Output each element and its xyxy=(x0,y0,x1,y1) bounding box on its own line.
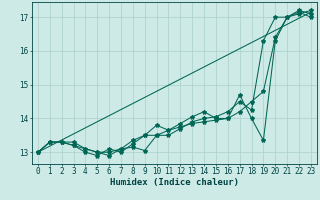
X-axis label: Humidex (Indice chaleur): Humidex (Indice chaleur) xyxy=(110,178,239,187)
